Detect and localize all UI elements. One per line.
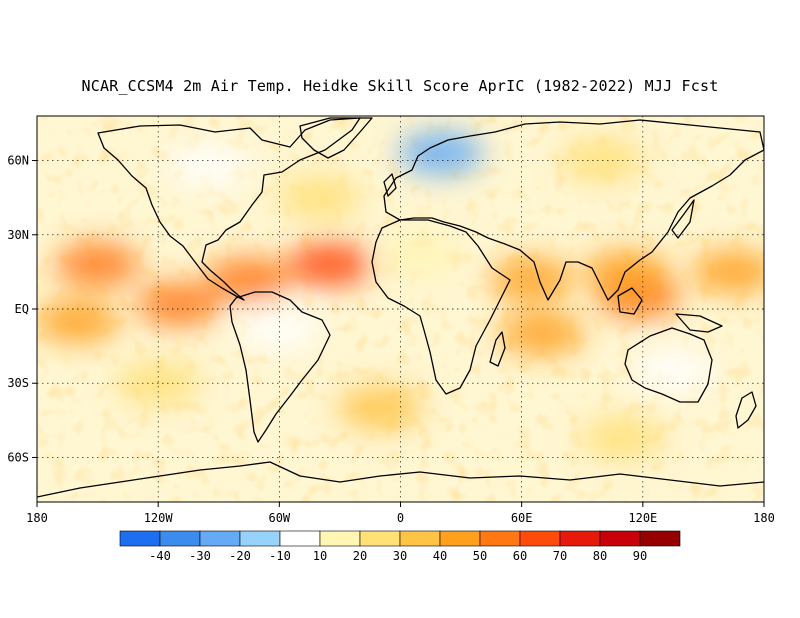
coastline-greenland bbox=[299, 117, 373, 159]
skill-region-amazon bbox=[237, 306, 322, 351]
colorbar-swatch bbox=[199, 530, 241, 547]
skill-region-south-atlantic bbox=[338, 385, 423, 430]
coastline-borneo bbox=[617, 287, 643, 315]
colorbar-label: 10 bbox=[313, 549, 327, 563]
colorbar-label: 50 bbox=[473, 549, 487, 563]
skill-region-central-tropical-pacific bbox=[37, 299, 120, 344]
colorbar-swatch bbox=[119, 530, 161, 547]
lon-tick-label: 60E bbox=[511, 511, 533, 525]
coastline-australia bbox=[624, 327, 713, 403]
colorbar-swatch bbox=[279, 530, 321, 547]
lon-tick-label: 120E bbox=[628, 511, 657, 525]
skill-region-north-pacific-east bbox=[55, 242, 140, 287]
skill-region-north-pacific-west bbox=[691, 249, 764, 294]
lon-tick-label: 120W bbox=[144, 511, 174, 525]
lat-tick-label: 30N bbox=[7, 228, 29, 242]
lat-tick-label: 30S bbox=[7, 376, 29, 390]
colorbar-swatch bbox=[559, 530, 601, 547]
coastline-new-zealand bbox=[735, 391, 757, 429]
colorbar-label: 40 bbox=[433, 549, 447, 563]
skill-region-north-atlantic bbox=[277, 175, 362, 220]
skill-region-south-china-sea bbox=[584, 249, 669, 294]
colorbar-label: 70 bbox=[553, 549, 567, 563]
coastline-south-america bbox=[229, 291, 331, 443]
coastline-madagascar bbox=[489, 331, 506, 367]
colorbar-swatch bbox=[599, 530, 641, 547]
skill-region-southern-ocean-east bbox=[580, 415, 665, 460]
coastline-antarctica bbox=[37, 461, 764, 498]
skill-layer bbox=[37, 131, 764, 460]
colorbar-label: 20 bbox=[353, 549, 367, 563]
map-title: NCAR_CCSM4 2m Air Temp. Heidke Skill Sco… bbox=[81, 77, 719, 95]
skill-region-caribbean bbox=[207, 257, 292, 302]
colorbar-swatch bbox=[319, 530, 361, 547]
lon-tick-label: 60W bbox=[268, 511, 290, 525]
colorbar-swatch bbox=[399, 530, 441, 547]
colorbar-label: 80 bbox=[593, 549, 607, 563]
skill-region-tropical-north-atlantic bbox=[287, 242, 372, 287]
coastline-eurasia bbox=[383, 119, 764, 301]
skill-region-sahara bbox=[378, 232, 463, 277]
lat-tick-label: 60N bbox=[7, 154, 29, 168]
coastline-africa bbox=[371, 219, 511, 395]
skill-region-arabian-sea bbox=[489, 257, 574, 302]
colorbar-swatch bbox=[439, 530, 481, 547]
coastline-new-guinea bbox=[675, 313, 723, 333]
lon-tick-label: 0 bbox=[397, 511, 404, 525]
colorbar: -40 -30 -20 -10 10 20 30 40 50 60 70 80 90 bbox=[119, 530, 681, 563]
colorbar-label: -20 bbox=[229, 549, 251, 563]
coastline-british-isles bbox=[383, 173, 397, 197]
skill-region-canada bbox=[166, 143, 251, 188]
lat-tick-label: 60S bbox=[7, 450, 29, 464]
skill-region-scandinavia bbox=[398, 131, 483, 176]
colorbar-label: 60 bbox=[513, 549, 527, 563]
skill-region-australia bbox=[631, 348, 716, 393]
colorbar-swatch bbox=[359, 530, 401, 547]
colorbar-label: -40 bbox=[149, 549, 171, 563]
colorbar-swatch bbox=[479, 530, 521, 547]
skill-region-indian-ocean bbox=[499, 311, 584, 356]
graticule bbox=[37, 116, 764, 502]
skill-region-eastern-tropical-pacific bbox=[136, 282, 221, 327]
colorbar-label: -10 bbox=[269, 549, 291, 563]
colorbar-label: 90 bbox=[633, 549, 647, 563]
map-area bbox=[37, 116, 764, 502]
lon-ticks: 180 120W 60W 0 60E 120E 180 bbox=[26, 502, 775, 525]
lat-tick-label: EQ bbox=[15, 302, 29, 316]
coastline-north-america bbox=[97, 117, 361, 301]
colorbar-swatch bbox=[159, 530, 201, 547]
coastline-japan bbox=[671, 199, 695, 239]
colorbar-label: -30 bbox=[189, 549, 211, 563]
lat-ticks: 60N 30N EQ 30S 60S bbox=[7, 154, 37, 464]
lon-tick-label: 180 bbox=[26, 511, 48, 525]
coastlines bbox=[37, 117, 764, 498]
colorbar-swatch bbox=[239, 530, 281, 547]
colorbar-swatch bbox=[519, 530, 561, 547]
colorbar-label: 30 bbox=[393, 549, 407, 563]
lon-tick-label: 180 bbox=[753, 511, 775, 525]
colorbar-swatch bbox=[639, 530, 681, 547]
